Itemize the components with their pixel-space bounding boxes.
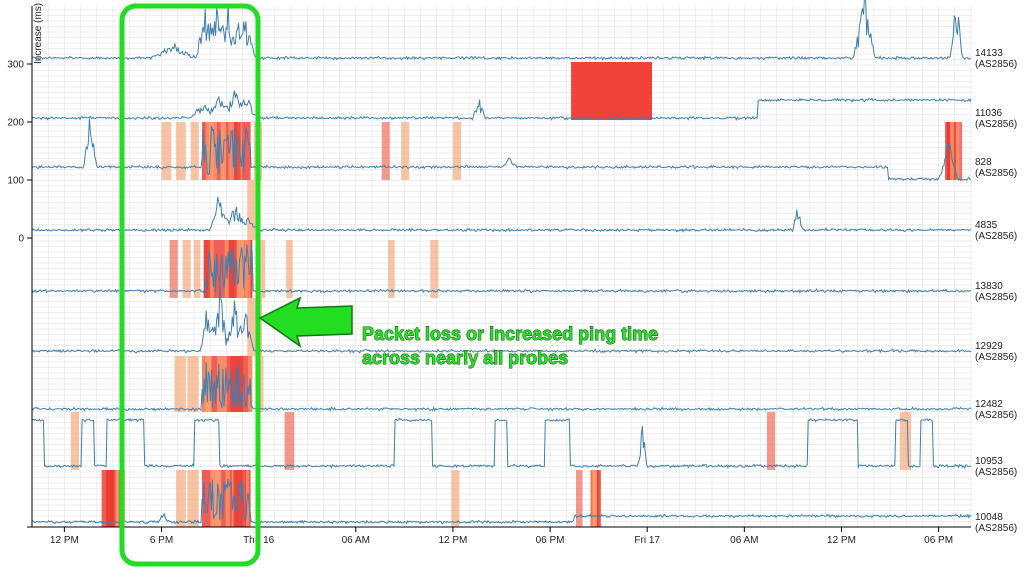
x-tick-label: 06 AM: [730, 535, 758, 546]
loss-band-stripe: [221, 122, 225, 180]
loss-band-stripe: [596, 470, 600, 527]
loss-band: [193, 240, 201, 298]
loss-band: [161, 122, 172, 180]
x-tick-label: 12 PM: [50, 535, 79, 546]
x-tick-label: 06 AM: [342, 535, 370, 546]
loss-band: [70, 412, 79, 470]
series-lines: [31, 0, 972, 525]
loss-band: [452, 122, 461, 180]
loss-band: [187, 470, 199, 527]
loss-band-stripe: [956, 122, 960, 180]
probe-label-13830: 13830: [975, 281, 1003, 292]
loss-band-stripe: [114, 470, 120, 527]
annotation-line-2: across nearly all probes: [362, 348, 568, 368]
loss-band-stripe: [111, 470, 116, 527]
series-line-4835: [31, 196, 972, 233]
x-tick-label: 6 PM: [150, 535, 173, 546]
loss-band: [899, 412, 912, 470]
loss-band-stripe: [225, 470, 230, 527]
series-line-12929: [31, 284, 972, 354]
loss-band: [174, 356, 186, 412]
series-line-10048: [31, 478, 972, 525]
probe-label-828: 828: [975, 157, 992, 168]
loss-band: [187, 356, 199, 412]
series-line-828: [31, 118, 972, 182]
probe-asn-828: (AS2856): [975, 168, 1017, 179]
loss-band: [430, 240, 439, 298]
probe-label-10953: 10953: [975, 456, 1003, 467]
x-tick-label: 12 PM: [438, 535, 467, 546]
probe-asn-11036: (AS2856): [975, 119, 1017, 130]
x-tick-label: 06 PM: [536, 535, 565, 546]
loss-band-stripe: [950, 122, 954, 180]
probe-asn-10953: (AS2856): [975, 467, 1017, 478]
annotation: Packet loss or increased ping time acros…: [119, 3, 659, 567]
probe-label-12482: 12482: [975, 399, 1003, 410]
series-line-11036: [31, 90, 972, 121]
loss-band-stripe: [236, 470, 244, 527]
y-axis-label: Increase (ms): [33, 3, 44, 64]
loss-band: [257, 240, 266, 298]
loss-band-stripe: [228, 122, 235, 180]
series-line-12482: [31, 361, 972, 412]
probe-asn-12482: (AS2856): [975, 410, 1017, 421]
loss-band-stripe: [593, 470, 597, 527]
series-line-10953: [31, 417, 972, 470]
loss-band: [176, 122, 186, 180]
loss-band: [190, 122, 199, 180]
highlight-box: [119, 3, 261, 567]
loss-band: [169, 240, 178, 298]
loss-band: [182, 240, 191, 298]
probe-label-12929: 12929: [975, 341, 1003, 352]
loss-bands: [70, 62, 963, 527]
loss-band: [767, 412, 776, 470]
loss-band: [571, 62, 652, 120]
loss-band-stripe: [952, 122, 957, 180]
probe-label-4835: 4835: [975, 220, 998, 231]
loss-band: [388, 240, 395, 298]
loss-band-stripe: [204, 240, 211, 298]
loss-band-stripe: [205, 122, 210, 180]
probe-asn-4835: (AS2856): [975, 231, 1017, 242]
loss-band: [247, 180, 256, 240]
loss-band-stripe: [210, 122, 217, 180]
loss-band-stripe: [106, 470, 113, 527]
y-tick-label: 200: [7, 118, 24, 129]
probe-label-11036: 11036: [975, 108, 1003, 119]
loss-band-stripe: [230, 356, 238, 412]
y-tick-label: 300: [7, 60, 24, 71]
x-tick-label: 06 PM: [924, 535, 953, 546]
probe-label-10048: 10048: [975, 512, 1003, 523]
y-tick-label: 0: [18, 234, 24, 245]
x-tick-label: Fri 17: [634, 535, 660, 546]
loss-band: [451, 470, 460, 527]
callout-arrow: [258, 296, 353, 348]
y-tick-label: 100: [7, 176, 24, 187]
loss-band: [286, 240, 293, 298]
loss-band-stripe: [244, 240, 251, 298]
loss-band: [381, 122, 390, 180]
probe-asn-10048: (AS2856): [975, 523, 1017, 534]
loss-band-stripe: [221, 356, 227, 412]
loss-band-stripe: [236, 356, 244, 412]
loss-band: [401, 122, 410, 180]
probe-label-14133: 14133: [975, 48, 1003, 59]
probe-asn-12929: (AS2856): [975, 352, 1017, 363]
loss-band: [284, 412, 295, 470]
series-line-14133: [31, 0, 972, 61]
probe-labels: 14133(AS2856)11036(AS2856)828(AS2856)483…: [975, 48, 1017, 534]
loss-band-stripe: [238, 240, 244, 298]
loss-band: [176, 470, 186, 527]
loss-band: [576, 470, 583, 527]
x-tick-label: 12 PM: [827, 535, 856, 546]
loss-band-stripe: [233, 470, 238, 527]
probe-asn-13830: (AS2856): [975, 292, 1017, 303]
probe-asn-14133: (AS2856): [975, 59, 1017, 70]
annotation-line-1: Packet loss or increased ping time: [362, 324, 658, 344]
series-line-13830: [31, 244, 972, 296]
